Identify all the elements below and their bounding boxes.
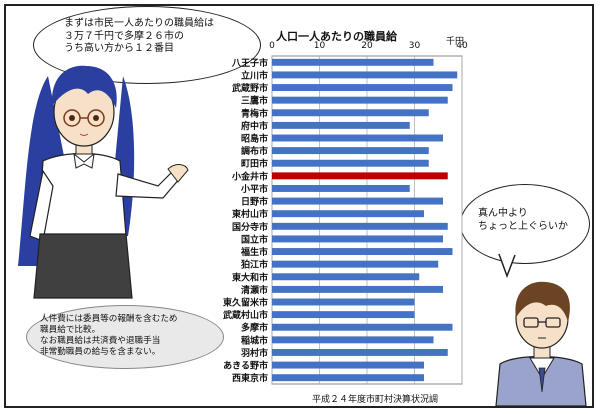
man-speech-bubble [460, 184, 590, 264]
y-tick-label: 稲城市 [241, 334, 268, 346]
bar [272, 336, 434, 344]
y-tick-label: 小金井市 [231, 170, 268, 182]
y-tick-label: 立川市 [241, 69, 268, 81]
bar [272, 84, 453, 92]
y-tick-label: 調布市 [241, 145, 268, 157]
woman-character [18, 65, 189, 299]
source-note: 平成２４年度市町村決算状況調 [312, 395, 439, 405]
note-ellipse [26, 305, 224, 369]
bar [272, 184, 410, 192]
bar [272, 96, 448, 104]
bar [272, 311, 415, 319]
x-tick-label: 30 [409, 41, 421, 51]
bar [272, 109, 429, 117]
bar [272, 361, 424, 369]
bar [272, 248, 453, 256]
bar [272, 222, 448, 230]
bar [272, 210, 424, 218]
y-tick-label: 羽村市 [241, 347, 268, 359]
y-tick-label: あきる野市 [223, 360, 268, 372]
y-tick-label: 狛江市 [240, 259, 268, 271]
y-tick-label: 八王子市 [231, 57, 268, 69]
y-tick-label: 西東京市 [232, 372, 268, 384]
y-tick-label: 武蔵野市 [232, 82, 268, 94]
y-tick-label: 青梅市 [241, 107, 268, 119]
y-tick-label: 小平市 [240, 183, 268, 195]
chart-title: 人口一人あたりの職員給 [276, 30, 397, 43]
bar [272, 273, 420, 281]
bar [272, 71, 458, 79]
man-speech-text: 真ん中より ちょっと上ぐらいか [478, 208, 568, 232]
bar [272, 348, 448, 356]
bar [272, 121, 410, 129]
x-tick-label: 40 [456, 41, 468, 51]
x-tick-label: 0 [269, 41, 275, 51]
bar [272, 374, 424, 382]
y-tick-label: 三鷹市 [241, 95, 268, 107]
man-bubble-tail [498, 252, 516, 279]
y-tick-label: 東大和市 [232, 271, 268, 283]
bar [272, 323, 453, 331]
bar [272, 147, 429, 155]
x-tick-label: 20 [361, 41, 373, 51]
bar [272, 260, 439, 268]
bar [272, 235, 443, 243]
y-tick-label: 国分寺市 [232, 221, 268, 233]
y-tick-label: 東久留米市 [223, 297, 268, 309]
y-tick-label: 国立市 [241, 233, 268, 245]
y-tick-label: 町田市 [241, 158, 268, 170]
y-tick-label: 府中市 [241, 120, 268, 132]
y-tick-label: 清瀬市 [241, 284, 268, 296]
bar [272, 159, 429, 167]
y-tick-label: 多摩市 [241, 322, 268, 334]
y-tick-label: 昭島市 [241, 133, 268, 145]
bar-chart: 0 10 20 30 40 八王子市立川市武蔵野市三鷹市青梅市府中市昭島市調布市町田市小金… [223, 41, 468, 385]
y-tick-label: 日野市 [241, 196, 268, 208]
woman-speech-text: まずは市民一人あたりの職員給は ３万７千円で多摩２６市の うち高い方から１２番目 [64, 18, 214, 54]
man-character [495, 281, 587, 406]
bar [272, 285, 443, 293]
chart-unit: 千円 [446, 37, 465, 47]
bar [272, 298, 415, 306]
y-tick-label: 武蔵村山市 [223, 309, 268, 321]
y-tick-label: 福生市 [240, 246, 268, 258]
note-text: 人件費には委員等の報酬を含むため 職員給で比較。 なお職員給は共済費や退職手当 … [40, 314, 178, 357]
bar [272, 58, 434, 66]
bar [272, 134, 443, 142]
x-tick-label: 10 [314, 41, 326, 51]
bar [272, 172, 448, 180]
bar [272, 197, 443, 205]
y-tick-label: 東村山市 [232, 208, 268, 220]
